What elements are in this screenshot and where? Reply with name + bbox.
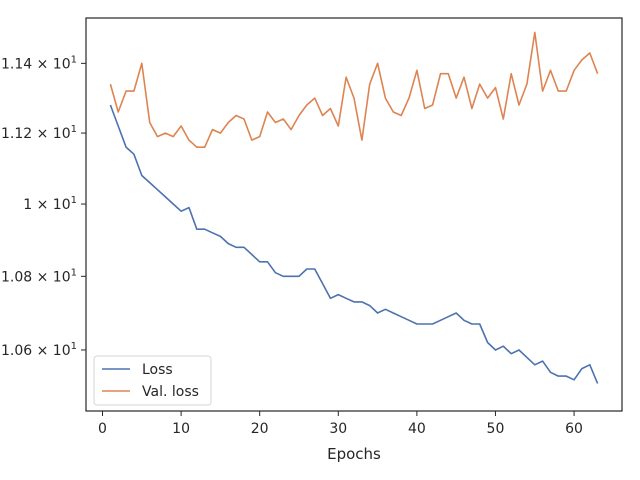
- series-line-2: [109, 31, 599, 148]
- x-tick-label: 10: [172, 421, 190, 437]
- x-tick-label: 50: [487, 421, 505, 437]
- x-tick-label: 40: [408, 421, 426, 437]
- legend-label-1: Loss: [142, 362, 173, 378]
- x-axis-label: Epochs: [327, 445, 381, 463]
- x-tick-label: 20: [251, 421, 269, 437]
- x-axis: 0 10 20 30 40 50 60: [98, 411, 583, 437]
- legend: Loss Val. loss: [93, 355, 212, 406]
- x-tick-label: 30: [329, 421, 347, 437]
- y-tick-label: 1.06 × 101: [1, 341, 77, 359]
- x-tick-label: 60: [565, 421, 583, 437]
- legend-label-2: Val. loss: [142, 384, 199, 400]
- y-tick-label: 1.12 × 101: [1, 124, 77, 142]
- y-tick-label: 1 × 101: [23, 195, 77, 213]
- y-axis: 1.06 × 101 1.08 × 101 1 × 101 1.12 × 101 1.1…: [1, 54, 86, 359]
- y-tick-label: 1.08 × 101: [1, 267, 77, 285]
- plot-content: [109, 31, 599, 384]
- x-tick-label: 0: [98, 421, 107, 437]
- plot-frame: [85, 17, 623, 412]
- y-tick-label: 1.14 × 101: [1, 54, 77, 72]
- series-line-1: [109, 104, 599, 384]
